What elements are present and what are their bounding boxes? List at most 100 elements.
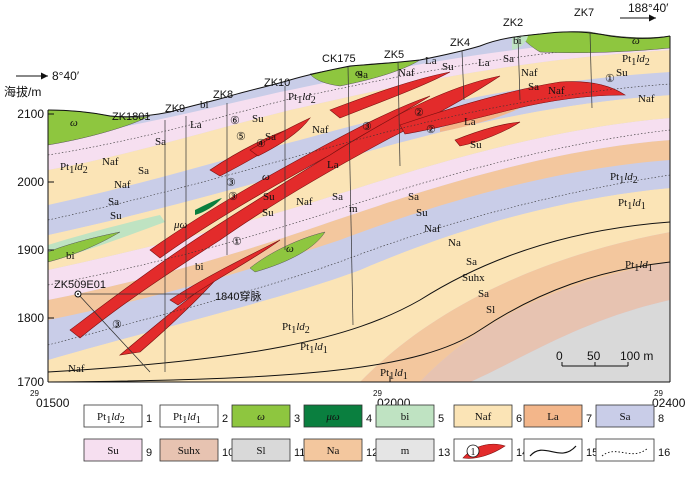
legend-swatch-11	[231, 438, 291, 462]
legend-swatch-13	[375, 438, 435, 462]
svg-text:③: ③	[362, 121, 372, 133]
hole-label-zk1801: ZK1801	[112, 111, 151, 123]
svg-text:Sa: Sa	[155, 136, 166, 148]
legend-swatch-15	[523, 438, 583, 462]
legend-item-14: 1 14	[453, 438, 528, 462]
layer-sl	[48, 300, 670, 382]
legend-swatch-1	[83, 404, 143, 428]
hole-label-zk9: ZK9	[165, 103, 185, 115]
svg-text:Na: Na	[448, 237, 461, 249]
svg-text:Pt1ld2: Pt1ld2	[288, 91, 316, 106]
svg-text:④: ④	[256, 138, 266, 150]
legend-item-11: Sl 11	[231, 438, 305, 462]
svg-text:Pt1ld1: Pt1ld1	[625, 259, 653, 274]
x-tick-2: 02400	[652, 396, 686, 410]
svg-text:⑤: ⑤	[236, 131, 246, 143]
svg-text:Pt1ld1: Pt1ld1	[380, 367, 408, 382]
legend-number-15: 15	[586, 447, 598, 459]
elevation-label: 海拔/m	[4, 84, 41, 99]
svg-text:Naf: Naf	[102, 156, 119, 168]
layer-su-mid	[48, 118, 670, 300]
layer-na-mid	[48, 140, 670, 320]
legend-label-6: Naf	[475, 411, 492, 423]
y-tick-1900: 1900	[17, 243, 44, 257]
unit-labels: Sa La bi Su Sa Naf La Su Naf Sa m Sa Su …	[66, 35, 655, 375]
svg-text:Pt1ld2: Pt1ld2	[60, 161, 88, 176]
legend-label-11: Sl	[256, 445, 265, 457]
svg-text:La: La	[425, 55, 437, 67]
scale-zero: 0	[556, 349, 563, 363]
scale-end: 100 m	[620, 349, 653, 363]
drillhole-traces	[164, 31, 593, 372]
legend-swatch-8	[595, 404, 655, 428]
svg-text:Sa: Sa	[265, 131, 276, 143]
legend-label-9: Su	[107, 445, 119, 457]
legend-item-5: bi 5	[375, 404, 444, 428]
svg-text:②: ②	[426, 124, 436, 136]
svg-text:Sa: Sa	[478, 288, 489, 300]
svg-text:bi: bi	[200, 99, 209, 111]
y-ticks	[48, 113, 54, 383]
legend-swatch-7	[523, 404, 583, 428]
legend-number-3: 3	[294, 413, 300, 425]
legend-swatch-9	[83, 438, 143, 462]
legend-swatch-6	[453, 404, 513, 428]
legend-number-6: 6	[516, 413, 522, 425]
legend-item-7: La 7	[523, 404, 592, 428]
hole-label-zk7: ZK7	[574, 7, 594, 19]
svg-text:Pt1ld2: Pt1ld2	[282, 321, 310, 336]
svg-text:③: ③	[112, 319, 122, 331]
svg-text:Sa: Sa	[466, 256, 477, 268]
hole-label-zk509e01: ZK509E01	[54, 279, 106, 291]
svg-text:Su: Su	[262, 207, 274, 219]
la-lens-2	[440, 108, 520, 132]
svg-text:bi: bi	[513, 35, 522, 47]
coord-right: 188°40′	[628, 1, 669, 15]
legend-item-9: Su 9	[83, 438, 152, 462]
svg-text:ω: ω	[286, 243, 294, 255]
svg-text:Naf: Naf	[548, 85, 565, 97]
ground-surface	[48, 31, 670, 118]
hole-label-zk10: ZK10	[264, 77, 290, 89]
svg-text:Sa: Sa	[108, 196, 119, 208]
svg-text:Su: Su	[252, 113, 264, 125]
svg-text:⑥: ⑥	[230, 115, 240, 127]
legend-item-6: Naf 6	[453, 404, 522, 428]
legend-number-16: 16	[658, 447, 670, 459]
svg-text:Sa: Sa	[357, 69, 368, 81]
svg-text:ω: ω	[262, 171, 270, 183]
legend-boundary-line	[601, 447, 649, 457]
svg-text:Pt1ld1: Pt1ld1	[618, 197, 646, 212]
legend-number-5: 5	[438, 413, 444, 425]
section-body	[48, 30, 670, 382]
legend-fault-line	[529, 445, 577, 457]
legend-label-8: Sa	[620, 411, 631, 423]
legend: Pt1ld2 1 Pt1ld1 2 ω 3 μω 4 bi 5 Naf 6 La 7 Sa 8Su 9 Suhx 1…	[83, 404, 670, 462]
svg-text:②: ②	[414, 107, 424, 119]
svg-text:Naf: Naf	[398, 67, 415, 79]
svg-text:①: ①	[605, 73, 615, 85]
svg-text:Sl: Sl	[486, 304, 495, 316]
hole-label-zk8: ZK8	[213, 89, 233, 101]
svg-text:Pt1ld1: Pt1ld1	[300, 341, 328, 356]
boundaries	[48, 42, 670, 346]
mu-omega-body	[195, 198, 222, 215]
legend-number-1: 1	[146, 413, 152, 425]
legend-item-13: m 13	[375, 438, 450, 462]
hole-label-ck175: CK175	[322, 53, 356, 65]
legend-label-12: Na	[327, 445, 340, 457]
svg-text:ω: ω	[70, 117, 78, 129]
legend-label-13: m	[401, 445, 410, 457]
legend-label-14: 1	[471, 447, 476, 458]
svg-text:bi: bi	[66, 250, 75, 262]
legend-item-15: 15	[523, 438, 598, 462]
svg-text:Sa: Sa	[528, 81, 539, 93]
layer-sa-mid	[48, 160, 670, 360]
svg-text:Su: Su	[442, 61, 454, 73]
coord-left: 8°40′	[52, 69, 80, 83]
legend-swatch-2	[159, 404, 219, 428]
svg-text:Naf: Naf	[114, 179, 131, 191]
svg-text:①: ①	[232, 236, 242, 248]
